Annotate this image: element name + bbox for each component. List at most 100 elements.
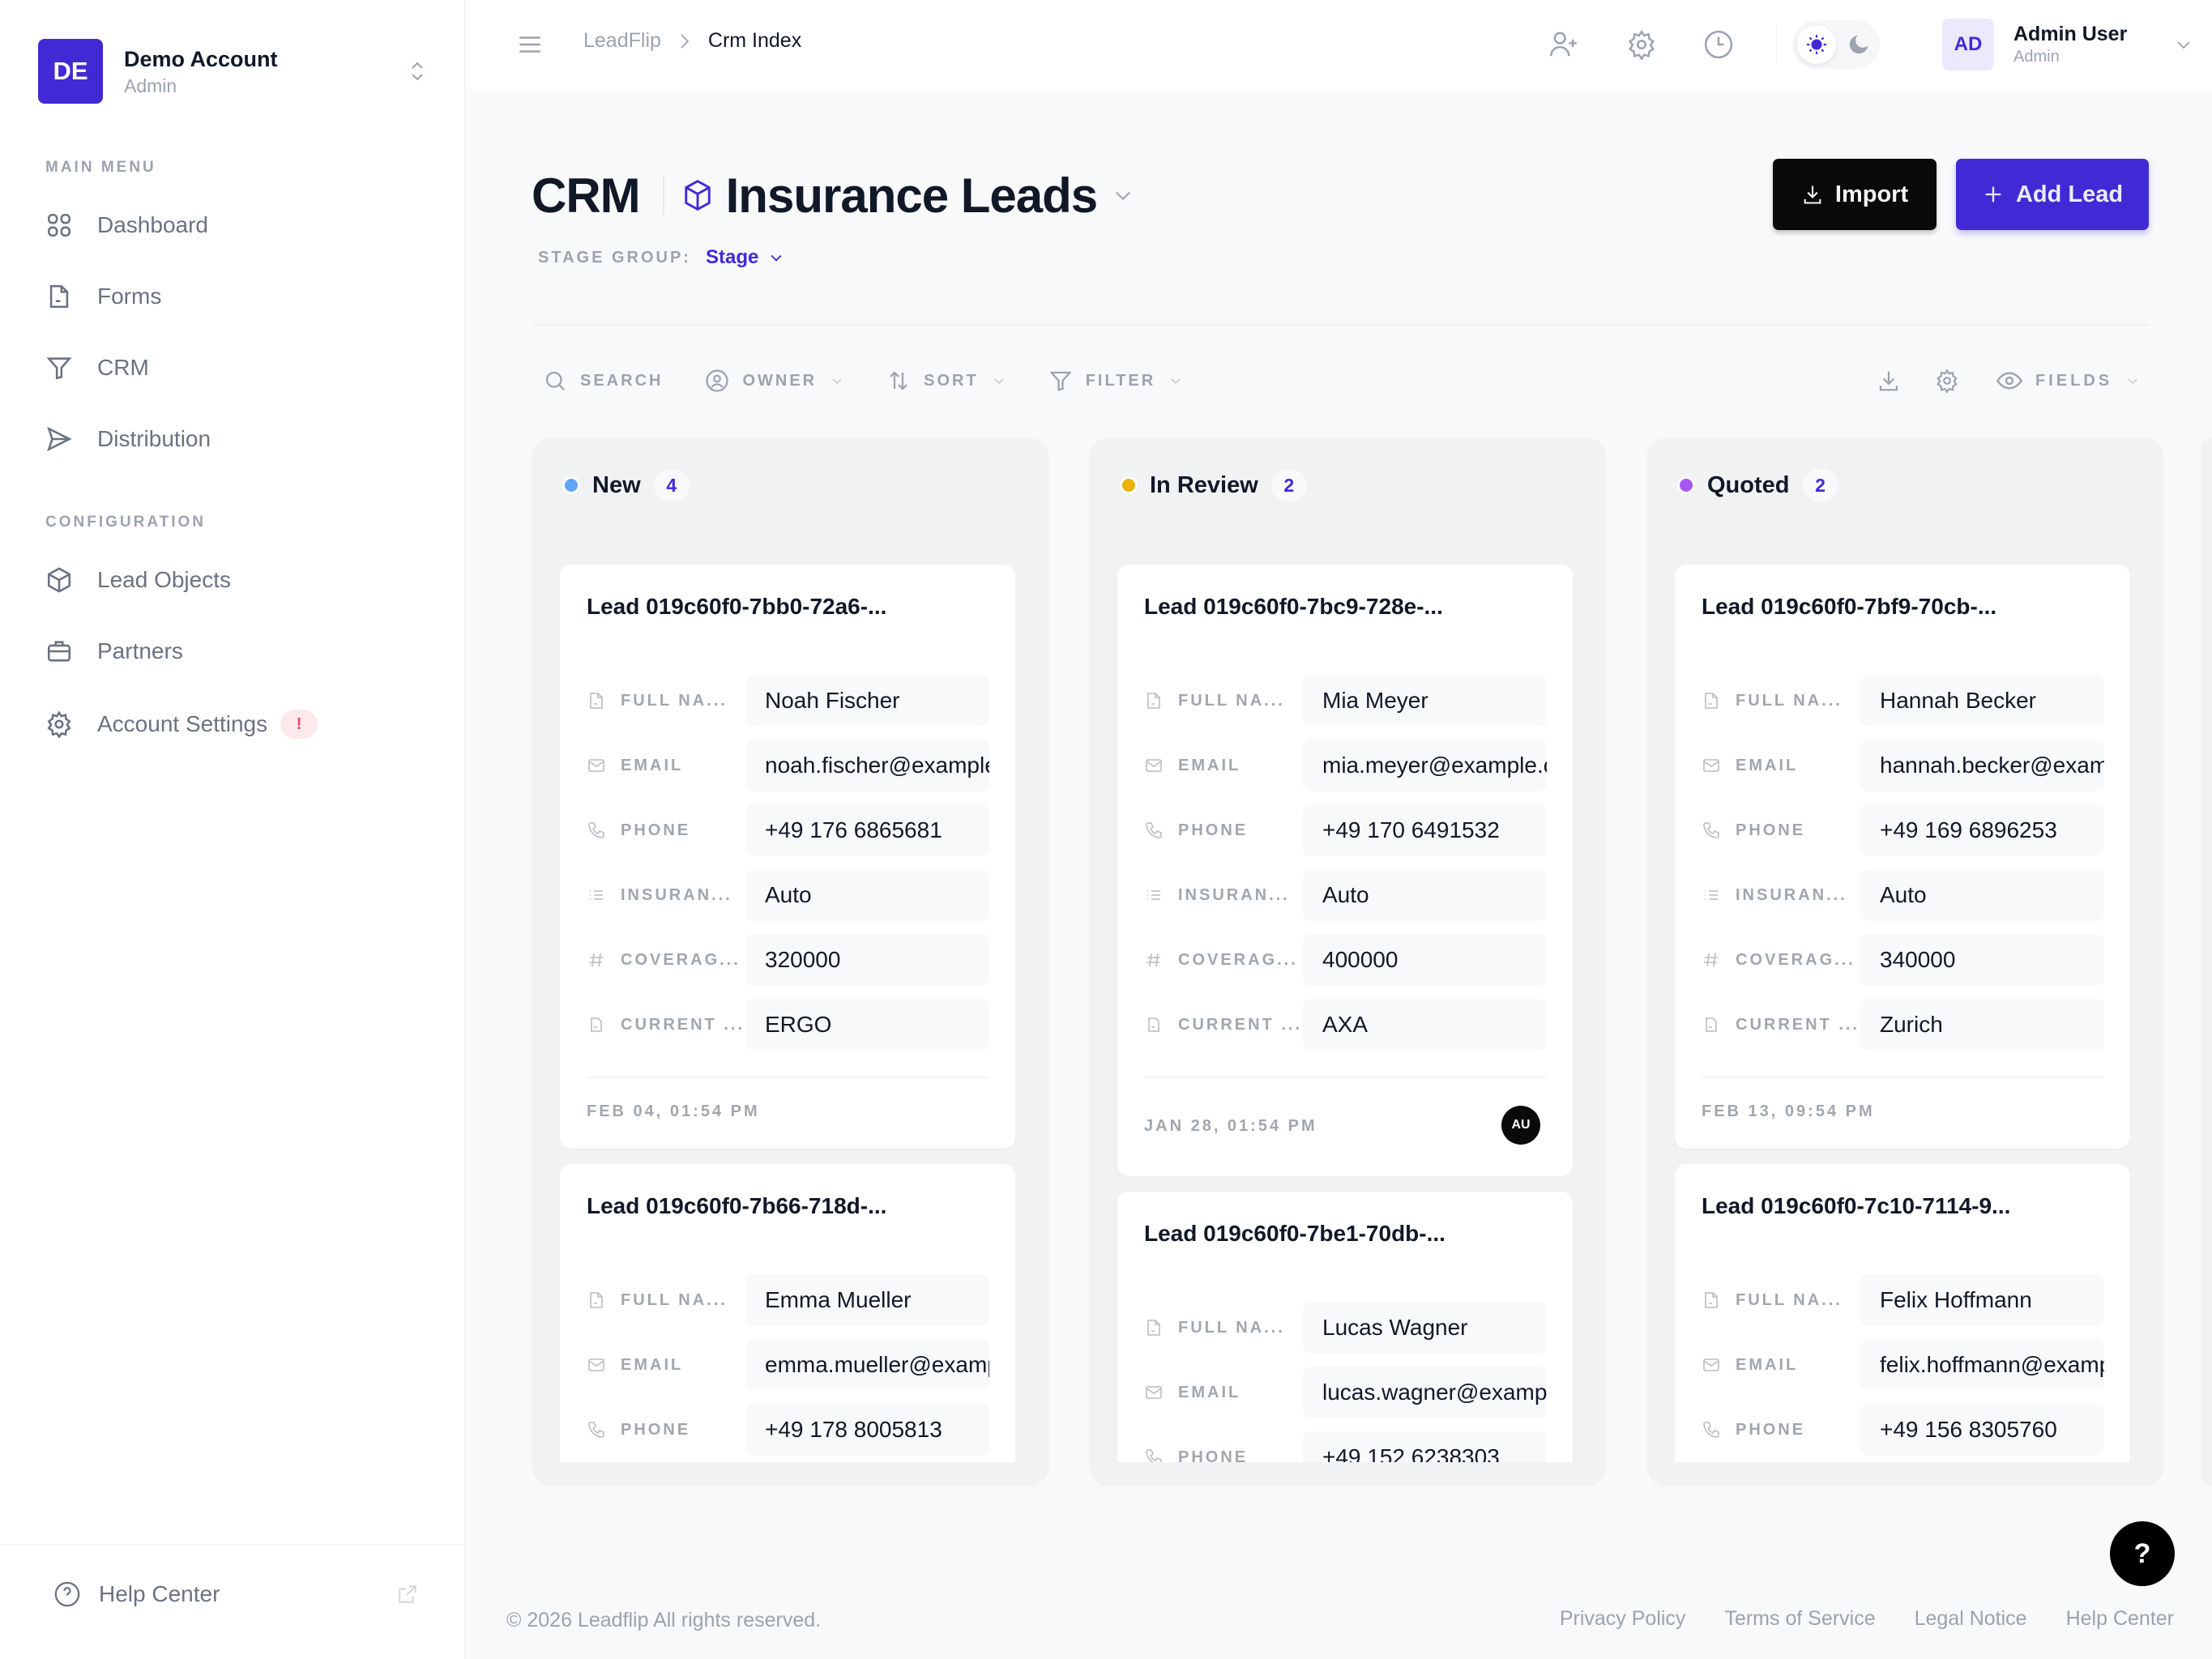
field-value[interactable]: +49 156 8305760 xyxy=(1860,1404,2104,1456)
field-label: CURRENT ... xyxy=(1736,1015,1857,1034)
field-value[interactable]: Noah Fischer xyxy=(745,675,989,727)
column-count-badge: 2 xyxy=(1802,469,1838,501)
card-divider xyxy=(1144,1077,1547,1078)
field-value[interactable]: mia.meyer@example.com xyxy=(1303,740,1547,791)
field-value[interactable]: +49 178 8005813 xyxy=(745,1404,989,1456)
help-center-link[interactable]: Help Center xyxy=(53,1570,418,1618)
sort-label: SORT xyxy=(924,371,979,390)
filter-dropdown[interactable]: FILTER xyxy=(1048,369,1184,393)
field-value[interactable]: Auto xyxy=(745,869,989,921)
field-value[interactable]: +49 176 6865681 xyxy=(745,804,989,856)
owner-filter[interactable]: OWNER xyxy=(705,369,844,393)
field-value[interactable]: +49 170 6491532 xyxy=(1303,804,1547,856)
chevron-up-down-icon xyxy=(412,62,423,81)
field-value[interactable]: 320000 xyxy=(745,934,989,986)
sidebar-item-distribution[interactable]: Distribution xyxy=(45,415,426,463)
sidebar-item-forms[interactable]: Forms xyxy=(45,272,426,321)
field-value[interactable]: Mia Meyer xyxy=(1303,675,1547,727)
field-current-insurer: CURRENT ... Zurich xyxy=(1702,999,2104,1051)
field-value[interactable]: felix.hoffmann@example.com xyxy=(1860,1339,2104,1391)
chevron-down-icon xyxy=(2177,41,2190,49)
dark-mode-button[interactable] xyxy=(1843,28,1875,61)
sidebar-item-lead-objects[interactable]: Lead Objects xyxy=(45,556,426,604)
user-menu[interactable]: AD Admin User Admin xyxy=(1942,18,2201,71)
theme-toggle[interactable] xyxy=(1776,17,1898,72)
lead-card[interactable]: Lead 019c60f0-7c10-7114-9... FULL NA... … xyxy=(1675,1164,2130,1462)
field-email: EMAIL mia.meyer@example.com xyxy=(1144,740,1547,791)
field-value[interactable]: ERGO xyxy=(745,999,989,1051)
document-icon xyxy=(1148,1017,1159,1032)
field-value[interactable]: 400000 xyxy=(1303,934,1547,986)
field-value[interactable]: Zurich xyxy=(1860,999,2104,1051)
field-value[interactable]: emma.mueller@example.com xyxy=(745,1339,989,1391)
field-phone: PHONE +49 176 6865681 xyxy=(587,804,989,856)
history-clock-icon[interactable] xyxy=(1703,29,1734,60)
field-value[interactable]: Felix Hoffmann xyxy=(1860,1274,2104,1326)
phone-icon xyxy=(1146,1449,1162,1462)
field-value[interactable]: Auto xyxy=(1860,869,2104,921)
field-value[interactable]: Emma Mueller xyxy=(745,1274,989,1326)
breadcrumb-current: Crm Index xyxy=(707,29,802,52)
add-lead-button[interactable]: Add Lead xyxy=(1956,159,2149,230)
column-header: In Review 2 xyxy=(1120,467,1307,503)
help-fab-button[interactable]: ? xyxy=(2110,1521,2175,1586)
hamburger-menu-icon[interactable] xyxy=(516,31,544,58)
field-value[interactable]: Auto xyxy=(1303,869,1547,921)
add-user-icon[interactable] xyxy=(1548,29,1579,60)
stage-color-dot xyxy=(562,476,580,494)
lead-card[interactable]: Lead 019c60f0-7bb0-72a6-... FULL NA... N… xyxy=(560,565,1015,1149)
card-divider xyxy=(587,1077,989,1078)
add-lead-label: Add Lead xyxy=(2015,181,2124,207)
footer-link-legal[interactable]: Legal Notice xyxy=(1914,1607,2027,1630)
chevron-down-icon[interactable] xyxy=(1112,184,1134,207)
column-count-badge: 2 xyxy=(1270,469,1307,501)
stage-group-dropdown[interactable]: Stage xyxy=(705,246,759,268)
sidebar-item-crm[interactable]: CRM xyxy=(45,343,426,392)
lead-card[interactable]: Lead 019c60f0-7b66-718d-... FULL NA... E… xyxy=(560,1164,1015,1462)
field-value[interactable]: +49 169 6896253 xyxy=(1860,804,2104,856)
field-label: FULL NA... xyxy=(621,691,728,710)
import-button[interactable]: Import xyxy=(1773,159,1937,230)
chevron-down-icon[interactable] xyxy=(768,249,784,266)
owner-avatar[interactable]: AU xyxy=(1501,1106,1540,1145)
footer-link-help[interactable]: Help Center xyxy=(2065,1607,2174,1630)
field-value[interactable]: lucas.wagner@example.com xyxy=(1303,1367,1547,1418)
alert-badge: ! xyxy=(280,710,318,739)
lead-object-selector[interactable]: Insurance Leads xyxy=(725,168,1099,223)
footer-link-privacy[interactable]: Privacy Policy xyxy=(1559,1607,1686,1630)
fields-dropdown[interactable]: FIELDS xyxy=(1996,365,2140,397)
search-button[interactable]: SEARCH xyxy=(543,369,663,393)
sidebar-item-partners[interactable]: Partners xyxy=(45,627,426,676)
field-label: EMAIL xyxy=(621,1355,684,1374)
settings-gear-icon[interactable] xyxy=(1626,29,1657,60)
lead-card[interactable]: Lead 019c60f0-7be1-70db-... FULL NA... L… xyxy=(1117,1192,1573,1462)
field-value[interactable]: +49 152 6238303 xyxy=(1303,1431,1547,1462)
external-link-icon xyxy=(399,1585,416,1603)
sidebar-item-account-settings[interactable]: Account Settings ! xyxy=(45,700,426,748)
field-value[interactable]: Hannah Becker xyxy=(1860,675,2104,727)
lead-card[interactable]: Lead 019c60f0-7bf9-70cb-... FULL NA... H… xyxy=(1675,565,2130,1149)
board-settings-gear-icon[interactable] xyxy=(1935,369,1959,393)
field-insurance-type: INSURAN... Auto xyxy=(1702,869,2104,921)
account-switcher[interactable]: DE Demo Account Admin xyxy=(38,39,427,104)
field-label: EMAIL xyxy=(1736,1355,1799,1374)
field-value[interactable]: Lucas Wagner xyxy=(1303,1302,1547,1354)
footer-link-terms[interactable]: Terms of Service xyxy=(1724,1607,1876,1630)
column-scroll-area[interactable]: Lead 019c60f0-7bf9-70cb-... FULL NA... H… xyxy=(1646,531,2164,1462)
lead-card[interactable]: Lead 019c60f0-7bc9-728e-... FULL NA... M… xyxy=(1117,565,1573,1176)
mail-icon xyxy=(1146,1386,1162,1399)
field-value[interactable]: 340000 xyxy=(1860,934,2104,986)
column-scroll-area[interactable]: Lead 019c60f0-7bc9-728e-... FULL NA... M… xyxy=(1089,531,1607,1462)
breadcrumb-root-link[interactable]: LeadFlip xyxy=(583,29,661,52)
field-value[interactable]: noah.fischer@example.com xyxy=(745,740,989,791)
field-value[interactable]: AXA xyxy=(1303,999,1547,1051)
field-label: PHONE xyxy=(1178,1448,1249,1463)
export-download-icon[interactable] xyxy=(1877,369,1901,393)
stage-group-row: STAGE GROUP: Stage xyxy=(538,246,784,269)
light-mode-button[interactable] xyxy=(1797,25,1836,64)
column-scroll-area[interactable]: Lead 019c60f0-7bb0-72a6-... FULL NA... N… xyxy=(532,531,1049,1462)
sort-dropdown[interactable]: SORT xyxy=(886,369,1006,393)
field-value[interactable]: hannah.becker@example.com xyxy=(1860,740,2104,791)
sidebar-item-dashboard[interactable]: Dashboard xyxy=(45,201,426,249)
lead-date: FEB 13, 09:54 PM xyxy=(1702,1102,1875,1120)
